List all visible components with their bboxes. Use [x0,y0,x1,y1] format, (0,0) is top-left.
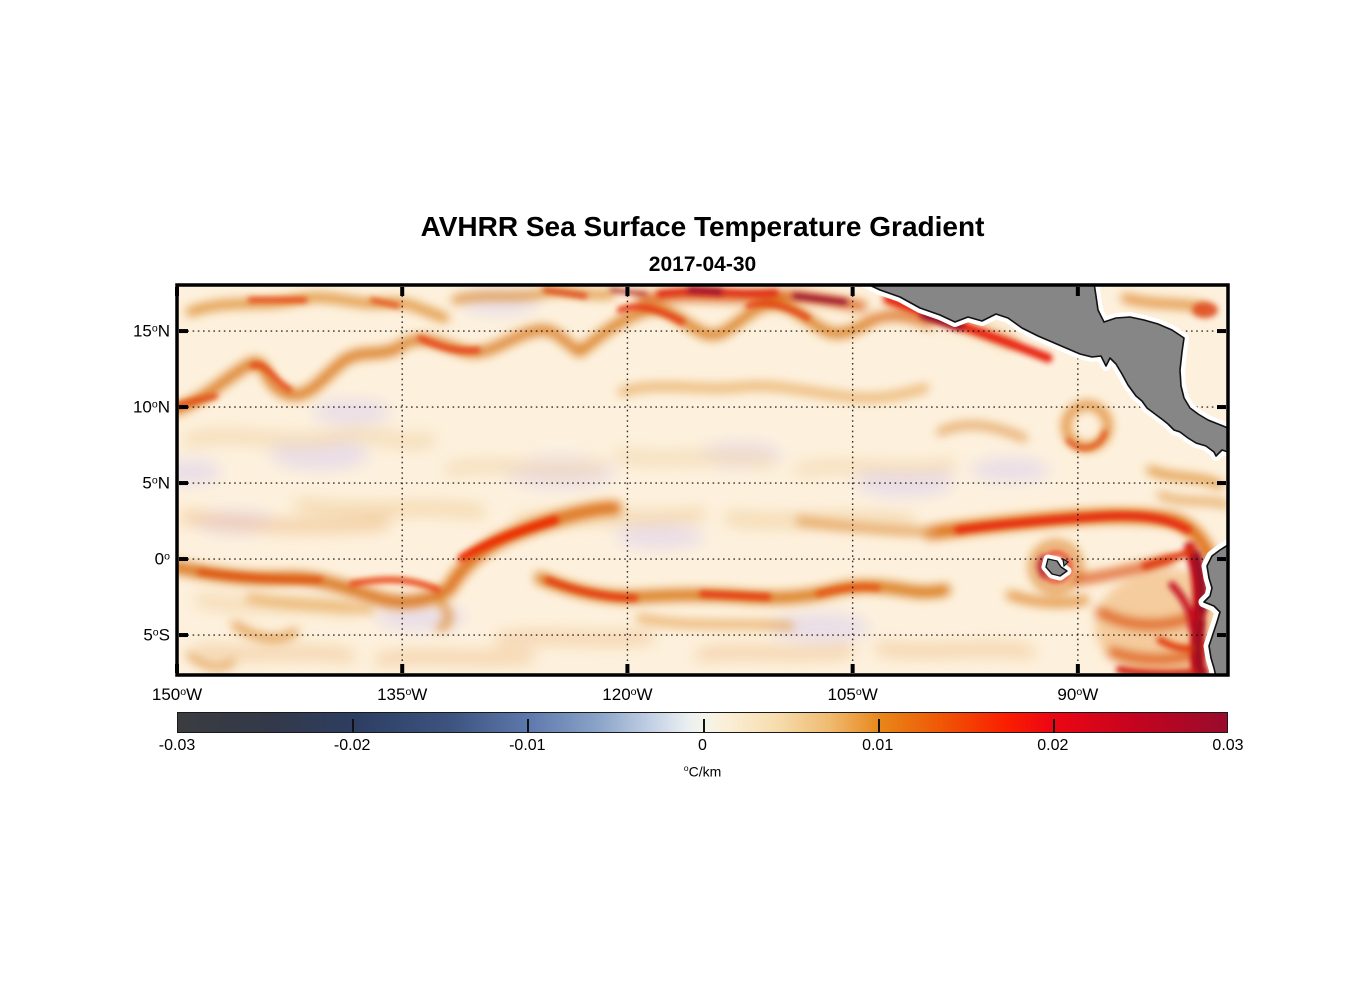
land-galapagos-islet [1062,557,1069,568]
y-tick-label: 0o [154,549,170,569]
colorbar-tick-label: -0.01 [509,737,546,754]
graticule-grid [178,286,1227,674]
colorbar-tick-mark [527,719,530,732]
colorbar-tick-label: -0.02 [333,737,371,754]
figure-title: AVHRR Sea Surface Temperature Gradient [420,211,985,242]
y-tick-label: 5oN [142,473,170,493]
colorbar-tick-mark [1052,719,1055,732]
colorbar-tick-label: 0.03 [1212,737,1244,754]
x-tick-label: 120oW [602,685,653,704]
colorbar-tick-mark [877,719,880,732]
x-tick-label: 105oW [827,685,878,704]
y-tick-label: 10oN [132,397,170,417]
land-south-america [1203,544,1227,674]
y-tick-label: 5oS [143,625,170,645]
colorbar-tick-mark [352,719,355,732]
colorbar-unit-label: oC/km [683,763,722,780]
colorbar [177,712,1228,733]
ocean-faint-texture [178,290,1050,665]
x-tick-label: 150oW [151,685,203,704]
y-tick-label: 15oN [132,321,170,341]
x-tick-label: 135oW [377,685,428,704]
map-border [175,283,1230,677]
x-tick-label: 90oW [1057,685,1099,704]
colorbar-tick-label: 0 [698,737,707,754]
colorbar-tick-label: -0.03 [158,737,196,754]
land-layer [861,286,1227,674]
land-galapagos-islands [1045,558,1068,577]
land-mexico-central-america [869,286,1227,457]
colorbar-tick-label: 0.01 [862,737,894,754]
colorbar-tick-label: 0.02 [1037,737,1069,754]
figure-date-subtitle: 2017-04-30 [648,253,757,276]
colorbar-tick-mark [702,719,705,732]
